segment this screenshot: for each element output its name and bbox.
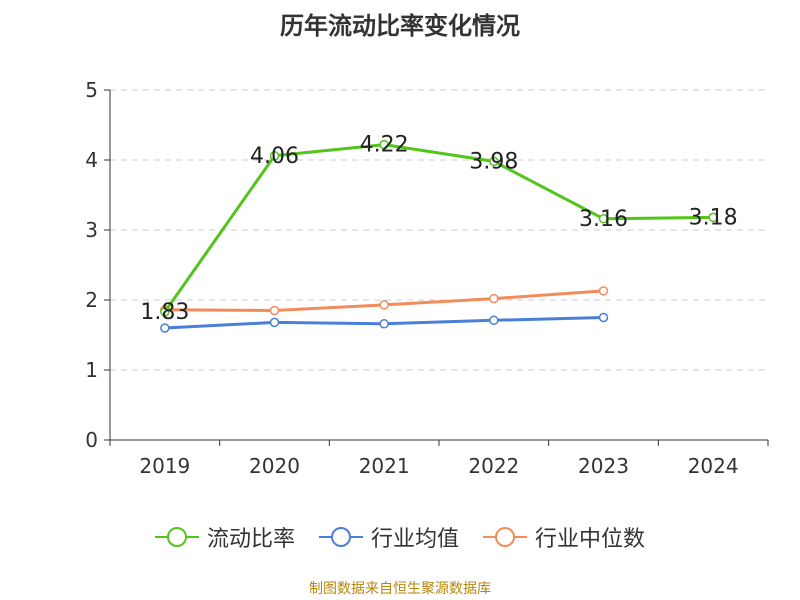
data-label: 3.16 [579, 207, 628, 232]
legend-item-liudong[interactable]: 流动比率 [154, 521, 295, 553]
series-line [163, 143, 714, 313]
data-label: 1.83 [140, 300, 189, 325]
y-tick-label: 1 [85, 358, 98, 382]
data-point[interactable] [489, 293, 499, 304]
x-tick-label: 2019 [139, 454, 190, 478]
data-point[interactable] [598, 214, 609, 224]
data-point[interactable] [598, 286, 609, 296]
chart-title: 历年流动比率变化情况 [280, 12, 520, 40]
data-label: 4.06 [250, 144, 299, 169]
data-point[interactable] [160, 323, 170, 333]
data-point[interactable] [489, 156, 499, 167]
data-label: 3.18 [689, 205, 738, 230]
x-tick-label: 2023 [578, 454, 629, 478]
legend-label: 行业均值 [370, 527, 459, 552]
data-point[interactable] [598, 312, 609, 323]
data-point[interactable] [269, 151, 280, 161]
legend-item-junzhi[interactable]: 行业均值 [318, 521, 459, 553]
y-tick-label: 4 [85, 148, 98, 172]
data-label: 4.22 [360, 133, 409, 158]
data-source-note: 制图数据来自恒生聚源数据库 [309, 581, 491, 597]
data-point[interactable] [269, 305, 280, 316]
x-tick-label: 2020 [249, 454, 300, 478]
legend-label: 行业中位数 [535, 527, 646, 552]
grid-lines [110, 89, 768, 371]
data-point[interactable] [489, 315, 499, 326]
data-label: 3.98 [469, 149, 518, 174]
legend-marker-icon [483, 527, 527, 547]
legend-marker-icon [318, 527, 363, 547]
data-point[interactable] [708, 212, 718, 223]
data-labels: 1.83 4.06 4.22 3.98 3.16 3.18 [140, 133, 737, 325]
x-tick-label: 2022 [468, 454, 519, 478]
legend-label: 流动比率 [206, 527, 295, 552]
y-tick-label: 5 [85, 78, 98, 102]
data-point[interactable] [379, 319, 389, 329]
data-point[interactable] [269, 317, 280, 328]
x-tick-label: 2024 [688, 454, 739, 478]
legend-marker-icon [154, 527, 199, 547]
legend: 流动比率 行业均值 行业中位数 [0, 520, 800, 554]
legend-item-zhongweishu[interactable]: 行业中位数 [483, 521, 645, 553]
y-tick-label: 0 [85, 428, 98, 452]
y-tick-label: 2 [85, 288, 98, 312]
data-point[interactable] [379, 300, 389, 310]
y-tick-label: 3 [85, 218, 98, 242]
x-tick-label: 2021 [359, 454, 410, 478]
data-point[interactable] [160, 307, 170, 317]
series-lines [160, 139, 718, 333]
data-point[interactable] [379, 139, 389, 150]
axes: 0 1 2 3 4 5 2019 2020 2021 2022 2023 2024 [85, 78, 769, 478]
